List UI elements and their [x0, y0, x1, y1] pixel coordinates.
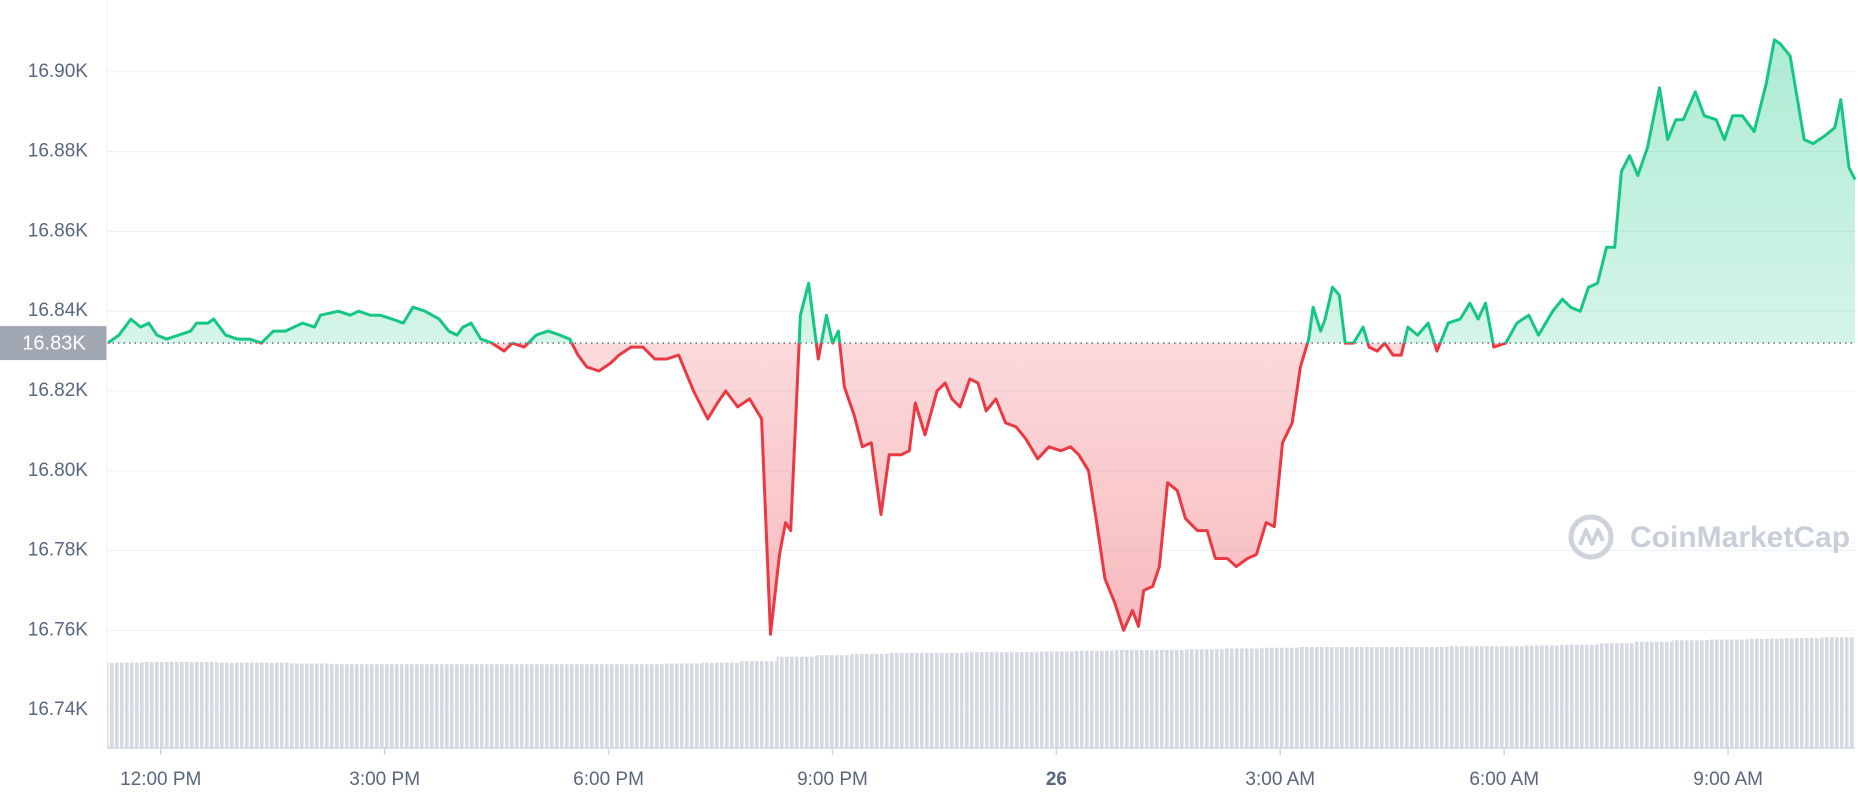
- x-tick-label: 12:00 PM: [120, 769, 201, 790]
- volume-bar: [813, 655, 852, 748]
- volume-bar: [925, 653, 964, 748]
- x-tick-label: 26: [1046, 769, 1067, 790]
- volume-bar: [1075, 650, 1113, 748]
- y-tick-label: 16.74K: [28, 699, 89, 720]
- volume-bar: [1784, 638, 1822, 748]
- volume-bar: [1672, 640, 1710, 748]
- volume-bar: [1821, 637, 1855, 748]
- volume-bar: [1522, 645, 1561, 748]
- volume-bar: [254, 662, 292, 748]
- watermark-text: CoinMarketCap: [1630, 521, 1850, 554]
- volume-bar: [216, 662, 255, 748]
- y-tick-label: 16.78K: [28, 540, 89, 561]
- volume-bar: [888, 653, 926, 748]
- x-tick-label: 3:00 PM: [349, 769, 420, 790]
- volume-bar: [1597, 643, 1635, 748]
- price-line-down: [107, 343, 1508, 636]
- volume-bar: [776, 656, 814, 748]
- y-tick-label: 16.86K: [28, 220, 89, 241]
- volume-bar: [1746, 638, 1785, 748]
- x-tick-label: 9:00 AM: [1693, 769, 1763, 790]
- volume-bar: [552, 664, 590, 748]
- volume-bar: [963, 652, 1001, 748]
- y-tick-label: 16.76K: [28, 619, 89, 640]
- volume-bar: [1410, 647, 1449, 748]
- y-tick-label: 16.90K: [28, 61, 89, 82]
- volume-bar: [291, 663, 329, 748]
- watermark: CoinMarketCap: [1568, 514, 1850, 560]
- volume-bar: [1112, 650, 1150, 748]
- x-tick-label: 6:00 PM: [573, 769, 644, 790]
- volume-bar: [1000, 652, 1038, 748]
- volume-bar: [515, 664, 553, 748]
- volume-bar: [440, 664, 478, 748]
- volume-bar: [328, 664, 366, 748]
- area-up: [107, 39, 1855, 344]
- volume-bar: [1261, 647, 1299, 748]
- volume-bar: [664, 663, 702, 748]
- volume-bar: [1149, 650, 1187, 748]
- volume-bar: [1298, 647, 1337, 748]
- x-tick-label: 3:00 AM: [1245, 769, 1315, 790]
- volume-bar: [851, 653, 889, 748]
- volume-bar: [477, 664, 516, 748]
- y-tick-label: 16.88K: [28, 141, 89, 162]
- volume-bar: [142, 661, 180, 748]
- volume-bar: [403, 664, 441, 748]
- volume-bar: [589, 664, 628, 748]
- volume-bar: [1037, 651, 1076, 748]
- volume-bar: [627, 664, 665, 748]
- x-tick-label: 6:00 AM: [1469, 769, 1539, 790]
- volume-bar: [1186, 649, 1225, 748]
- volume-bar: [107, 662, 143, 748]
- reference-label: 16.83K: [22, 332, 86, 354]
- y-tick-label: 16.84K: [28, 300, 89, 321]
- volume-bar: [739, 661, 777, 748]
- price-line-up: [106, 38, 1857, 344]
- volume-bar: [701, 662, 740, 748]
- volume-bar: [1336, 647, 1374, 748]
- y-tick-label: 16.82K: [28, 380, 89, 401]
- volume-bar: [1373, 647, 1411, 748]
- reference-label-box: [0, 326, 107, 361]
- volume-bar: [179, 661, 217, 748]
- x-tick-label: 9:00 PM: [797, 769, 868, 790]
- volume-bar: [1709, 639, 1747, 748]
- volume-bar: [1448, 646, 1486, 748]
- volume-bar: [1634, 641, 1673, 748]
- volume-bar: [1485, 646, 1523, 748]
- volume-bar: [1224, 648, 1262, 748]
- volume-bar: [365, 664, 404, 748]
- y-tick-label: 16.80K: [28, 460, 89, 481]
- volume-bar: [1560, 644, 1598, 748]
